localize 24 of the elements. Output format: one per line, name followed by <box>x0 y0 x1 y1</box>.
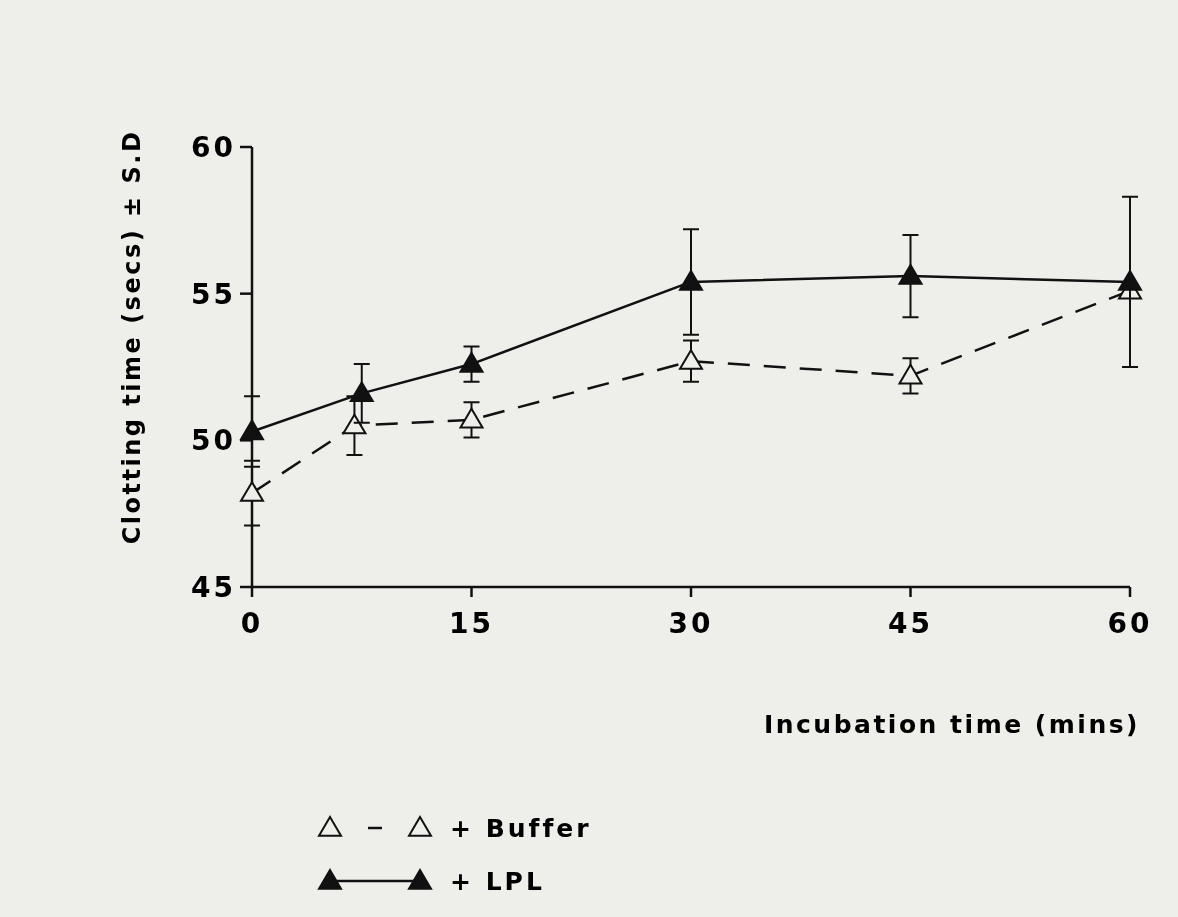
point <box>1118 269 1142 291</box>
point <box>679 269 703 291</box>
legend-label: + Buffer <box>450 814 592 843</box>
point <box>349 381 374 403</box>
y-tick-label: 50 <box>191 424 236 458</box>
x-tick-label: 15 <box>449 607 494 640</box>
y-tick-label: 60 <box>191 131 236 164</box>
point <box>240 419 264 441</box>
y-axis-title: Clotting time (secs) ± S.D <box>118 129 146 545</box>
point <box>898 264 923 285</box>
x-axis-title: Incubation time (mins) <box>763 710 1140 739</box>
y-tick-label: 45 <box>191 571 236 604</box>
legend-label: + LPL <box>450 867 545 896</box>
point <box>459 407 484 429</box>
point <box>342 413 367 435</box>
x-tick-label: 0 <box>240 607 264 640</box>
point <box>898 363 923 385</box>
y-tick-label: 55 <box>191 277 236 311</box>
point <box>679 349 703 370</box>
x-tick-label: 45 <box>888 607 933 640</box>
point <box>459 352 484 373</box>
x-tick-label: 30 <box>668 607 714 640</box>
point <box>240 481 264 502</box>
x-tick-label: 60 <box>1107 607 1153 640</box>
